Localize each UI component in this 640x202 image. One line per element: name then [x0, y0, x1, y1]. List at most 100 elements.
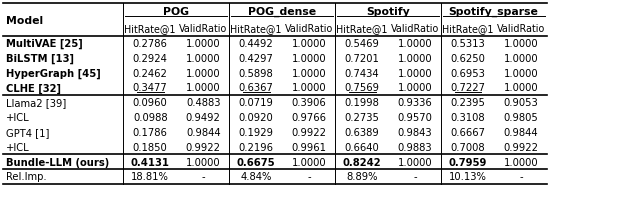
Text: ValidRatio: ValidRatio [285, 24, 333, 34]
Text: 0.7227: 0.7227 [451, 83, 486, 93]
Text: 0.1850: 0.1850 [133, 142, 168, 152]
Text: 0.0960: 0.0960 [133, 98, 168, 108]
Text: 1.0000: 1.0000 [186, 39, 221, 49]
Text: -: - [413, 171, 417, 181]
Text: Spotify: Spotify [366, 7, 410, 17]
Text: Bundle-LLM (ours): Bundle-LLM (ours) [6, 157, 109, 167]
Text: 0.2395: 0.2395 [451, 98, 485, 108]
Text: 0.5313: 0.5313 [451, 39, 485, 49]
Text: 1.0000: 1.0000 [504, 54, 538, 63]
Text: 0.0988: 0.0988 [133, 113, 168, 122]
Text: 0.6389: 0.6389 [345, 127, 380, 137]
Text: 0.2924: 0.2924 [133, 54, 168, 63]
Text: 0.4883: 0.4883 [186, 98, 220, 108]
Text: Model: Model [6, 15, 43, 25]
Text: 0.1929: 0.1929 [239, 127, 274, 137]
Text: 0.9053: 0.9053 [504, 98, 538, 108]
Text: 0.7959: 0.7959 [449, 157, 487, 167]
Text: ValidRatio: ValidRatio [179, 24, 227, 34]
Text: BiLSTM [13]: BiLSTM [13] [6, 53, 74, 64]
Text: 4.84%: 4.84% [241, 171, 272, 181]
Text: ValidRatio: ValidRatio [391, 24, 439, 34]
Text: 0.9922: 0.9922 [186, 142, 221, 152]
Text: -: - [519, 171, 523, 181]
Text: POG_dense: POG_dense [248, 7, 316, 17]
Text: 0.5469: 0.5469 [345, 39, 380, 49]
Text: MultiVAE [25]: MultiVAE [25] [6, 39, 83, 49]
Text: 0.9922: 0.9922 [292, 127, 326, 137]
Text: 0.9844: 0.9844 [504, 127, 538, 137]
Text: 0.5898: 0.5898 [239, 68, 273, 78]
Text: 1.0000: 1.0000 [186, 83, 221, 93]
Text: 0.4131: 0.4131 [131, 157, 170, 167]
Text: 0.6250: 0.6250 [451, 54, 485, 63]
Text: 0.1786: 0.1786 [133, 127, 168, 137]
Text: POG: POG [163, 7, 189, 17]
Text: 1.0000: 1.0000 [186, 54, 221, 63]
Text: 0.7569: 0.7569 [344, 83, 380, 93]
Text: 1.0000: 1.0000 [186, 157, 221, 167]
Text: 0.2196: 0.2196 [239, 142, 274, 152]
Text: 0.2735: 0.2735 [345, 113, 380, 122]
Text: 0.4297: 0.4297 [239, 54, 273, 63]
Text: 0.3906: 0.3906 [292, 98, 326, 108]
Text: 1.0000: 1.0000 [397, 54, 433, 63]
Text: 1.0000: 1.0000 [397, 39, 433, 49]
Text: Llama2 [39]: Llama2 [39] [6, 98, 66, 108]
Text: 1.0000: 1.0000 [292, 68, 326, 78]
Text: +ICL: +ICL [6, 142, 29, 152]
Text: -: - [307, 171, 311, 181]
Text: 8.89%: 8.89% [346, 171, 378, 181]
Text: 0.1998: 0.1998 [345, 98, 380, 108]
Text: 1.0000: 1.0000 [504, 157, 538, 167]
Text: 0.2786: 0.2786 [133, 39, 168, 49]
Text: 0.7434: 0.7434 [345, 68, 380, 78]
Text: HitRate@1: HitRate@1 [442, 24, 493, 34]
Text: 0.6367: 0.6367 [239, 83, 273, 93]
Text: 0.9766: 0.9766 [292, 113, 326, 122]
Text: +ICL: +ICL [6, 113, 29, 122]
Text: 0.6953: 0.6953 [451, 68, 485, 78]
Text: 1.0000: 1.0000 [504, 68, 538, 78]
Text: Spotify_sparse: Spotify_sparse [449, 7, 538, 17]
Text: 1.0000: 1.0000 [292, 83, 326, 93]
Text: Rel.Imp.: Rel.Imp. [6, 171, 46, 181]
Text: 0.6640: 0.6640 [345, 142, 380, 152]
Text: GPT4 [1]: GPT4 [1] [6, 127, 49, 137]
Text: CLHE [32]: CLHE [32] [6, 83, 61, 93]
Text: 0.6667: 0.6667 [451, 127, 486, 137]
Text: 0.9492: 0.9492 [186, 113, 221, 122]
Text: 0.7201: 0.7201 [345, 54, 380, 63]
Text: 0.7008: 0.7008 [451, 142, 485, 152]
Text: 1.0000: 1.0000 [397, 83, 433, 93]
Text: 1.0000: 1.0000 [504, 83, 538, 93]
Text: 0.9883: 0.9883 [397, 142, 433, 152]
Text: 1.0000: 1.0000 [397, 157, 433, 167]
Text: 1.0000: 1.0000 [292, 39, 326, 49]
Text: HyperGraph [45]: HyperGraph [45] [6, 68, 100, 78]
Text: 0.2462: 0.2462 [133, 68, 168, 78]
Text: -: - [202, 171, 205, 181]
Text: 0.9843: 0.9843 [397, 127, 433, 137]
Text: 0.9922: 0.9922 [504, 142, 538, 152]
Text: 18.81%: 18.81% [131, 171, 169, 181]
Text: 1.0000: 1.0000 [292, 157, 326, 167]
Text: 0.9336: 0.9336 [397, 98, 433, 108]
Text: 1.0000: 1.0000 [397, 68, 433, 78]
Text: 0.3477: 0.3477 [133, 83, 168, 93]
Text: 0.3108: 0.3108 [451, 113, 485, 122]
Text: 0.4492: 0.4492 [239, 39, 273, 49]
Text: 0.9844: 0.9844 [186, 127, 221, 137]
Text: 0.9805: 0.9805 [504, 113, 538, 122]
Text: 1.0000: 1.0000 [186, 68, 221, 78]
Text: 0.6675: 0.6675 [237, 157, 275, 167]
Text: 10.13%: 10.13% [449, 171, 487, 181]
Text: HitRate@1: HitRate@1 [230, 24, 282, 34]
Text: HitRate@1: HitRate@1 [337, 24, 388, 34]
Text: 0.0920: 0.0920 [239, 113, 273, 122]
Text: 0.9961: 0.9961 [292, 142, 326, 152]
Text: 0.0719: 0.0719 [239, 98, 273, 108]
Text: 0.8242: 0.8242 [343, 157, 381, 167]
Text: 1.0000: 1.0000 [504, 39, 538, 49]
Text: ValidRatio: ValidRatio [497, 24, 545, 34]
